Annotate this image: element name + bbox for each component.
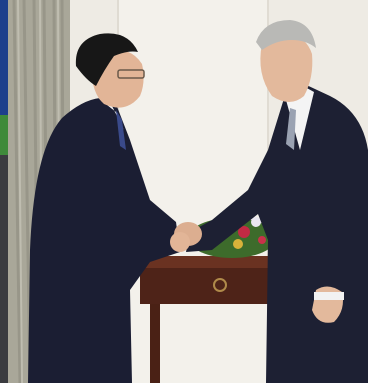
left-edge-green xyxy=(0,115,8,155)
right-person xyxy=(186,20,368,383)
left-person xyxy=(28,33,180,383)
handshake xyxy=(170,222,202,252)
left-edge-blue xyxy=(0,0,8,120)
left-edge-strip xyxy=(0,0,8,383)
